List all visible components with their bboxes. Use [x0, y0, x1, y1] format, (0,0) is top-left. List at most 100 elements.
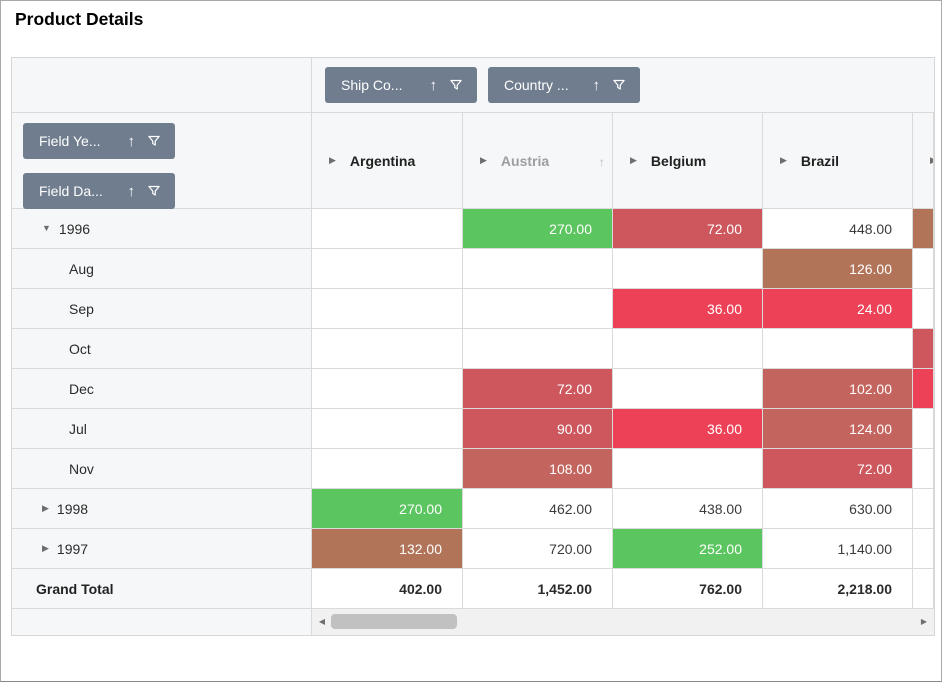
scroll-right-icon[interactable]: ▶	[920, 617, 928, 626]
collapse-icon[interactable]: ▼	[42, 223, 51, 233]
value-cell	[913, 369, 934, 409]
row-header-label: Jul	[69, 420, 87, 437]
value-cell	[312, 329, 463, 369]
column-header-austria[interactable]: ▶ Austria ↑	[463, 113, 613, 209]
value-cell: 2,218.00	[763, 569, 913, 609]
column-header-partial[interactable]: ▶	[913, 113, 934, 209]
value-cell	[913, 449, 934, 489]
row-header-aug: Aug	[12, 249, 312, 289]
filter-icon[interactable]	[147, 184, 161, 198]
value-cell: 124.00	[763, 409, 913, 449]
scrollbar-row: ◀ ▶	[12, 609, 934, 635]
table-row-aug: Aug 126.00	[12, 249, 934, 289]
table-row-oct: Oct	[12, 329, 934, 369]
pivot-body: ▼ 1996 270.00 72.00 448.00 Aug 126.00 Sep 36.00 2…	[12, 209, 934, 609]
value-cell: 108.00	[463, 449, 613, 489]
table-row-1998: ▶ 1998 270.00 462.00 438.00 630.00	[12, 489, 934, 529]
value-cell: 270.00	[312, 489, 463, 529]
row-header-label: Aug	[69, 260, 94, 277]
row-header-label: Oct	[69, 340, 91, 357]
expand-icon[interactable]: ▶	[630, 155, 637, 165]
value-cell: 270.00	[463, 209, 613, 249]
field-button-label: Country ...	[504, 77, 569, 93]
value-cell: 720.00	[463, 529, 613, 569]
value-cell: 126.00	[763, 249, 913, 289]
row-header-1997[interactable]: ▶ 1997	[12, 529, 312, 569]
field-button-field-ye[interactable]: Field Ye... ↑	[23, 123, 175, 159]
value-cell	[913, 209, 934, 249]
table-row-jul: Jul 90.00 36.00 124.00	[12, 409, 934, 449]
sort-ascending-icon[interactable]: ↑	[429, 76, 438, 94]
horizontal-scrollbar[interactable]: ◀ ▶	[312, 609, 934, 635]
filter-icon[interactable]	[449, 78, 463, 92]
field-button-ship-co[interactable]: Ship Co... ↑	[325, 67, 477, 103]
value-cell	[913, 529, 934, 569]
field-button-field-da[interactable]: Field Da... ↑	[23, 173, 175, 209]
row-header-label: 1996	[58, 220, 91, 237]
column-header-label: Belgium	[650, 152, 707, 169]
column-header-argentina[interactable]: ▶ Argentina	[312, 113, 463, 209]
value-cell: 102.00	[763, 369, 913, 409]
value-cell: 24.00	[763, 289, 913, 329]
row-header-1996[interactable]: ▼ 1996	[12, 209, 312, 249]
value-cell	[913, 289, 934, 329]
value-cell: 36.00	[613, 409, 763, 449]
page-title: Product Details	[15, 9, 144, 29]
value-cell	[312, 209, 463, 249]
row-header-nov: Nov	[12, 449, 312, 489]
field-button-label: Field Da...	[39, 183, 103, 199]
scrollbar-left-filler	[12, 609, 312, 635]
value-cell	[312, 409, 463, 449]
expand-icon[interactable]: ▶	[930, 156, 933, 165]
sort-ascending-icon[interactable]: ↑	[592, 76, 601, 94]
value-cell: 36.00	[613, 289, 763, 329]
scrollbar-thumb[interactable]	[331, 614, 457, 629]
value-cell: 1,452.00	[463, 569, 613, 609]
expand-icon[interactable]: ▶	[42, 543, 49, 553]
sort-hover-icon: ↑	[598, 154, 606, 170]
row-fields-area: Field Ye... ↑ Field Da... ↑	[12, 113, 312, 209]
value-cell: 448.00	[763, 209, 913, 249]
expand-icon[interactable]: ▶	[42, 503, 49, 513]
expand-icon[interactable]: ▶	[480, 155, 487, 165]
field-button-label: Ship Co...	[341, 77, 403, 93]
value-cell: 132.00	[312, 529, 463, 569]
column-header-belgium[interactable]: ▶ Belgium	[613, 113, 763, 209]
row-header-sep: Sep	[12, 289, 312, 329]
value-cell	[312, 249, 463, 289]
value-cell: 630.00	[763, 489, 913, 529]
row-header-jul: Jul	[12, 409, 312, 449]
value-cell: 72.00	[763, 449, 913, 489]
table-row-1997: ▶ 1997 132.00 720.00 252.00 1,140.00	[12, 529, 934, 569]
row-header-label: 1998	[56, 500, 89, 517]
filter-icon[interactable]	[612, 78, 626, 92]
value-cell: 72.00	[463, 369, 613, 409]
column-headers: ▶ Argentina ▶ Austria ↑ ▶ Belgium ▶ Brazil ▶	[312, 113, 934, 209]
row-header-label: Sep	[69, 300, 94, 317]
column-header-brazil[interactable]: ▶ Brazil	[763, 113, 913, 209]
row-header-1998[interactable]: ▶ 1998	[12, 489, 312, 529]
sort-ascending-icon[interactable]: ↑	[127, 132, 136, 150]
row-header-grand-total: Grand Total	[12, 569, 312, 609]
pivot-corner-cell	[12, 58, 312, 113]
value-cell	[913, 409, 934, 449]
value-cell	[913, 569, 934, 609]
expand-icon[interactable]: ▶	[780, 155, 787, 165]
column-header-label: Austria	[500, 152, 550, 169]
value-cell: 1,140.00	[763, 529, 913, 569]
value-cell	[913, 249, 934, 289]
row-header-label: 1997	[56, 540, 89, 557]
filter-icon[interactable]	[147, 134, 161, 148]
value-cell: 438.00	[613, 489, 763, 529]
column-headers-row: Field Ye... ↑ Field Da... ↑ ▶ Argentina ▶ Aust…	[12, 113, 934, 209]
value-cell	[913, 489, 934, 529]
field-button-label: Field Ye...	[39, 133, 101, 149]
scroll-left-icon[interactable]: ◀	[318, 617, 326, 626]
value-cell: 402.00	[312, 569, 463, 609]
value-cell	[763, 329, 913, 369]
value-cell	[463, 329, 613, 369]
expand-icon[interactable]: ▶	[329, 155, 336, 165]
sort-ascending-icon[interactable]: ↑	[127, 182, 136, 200]
field-button-country[interactable]: Country ... ↑	[488, 67, 640, 103]
value-cell	[613, 369, 763, 409]
